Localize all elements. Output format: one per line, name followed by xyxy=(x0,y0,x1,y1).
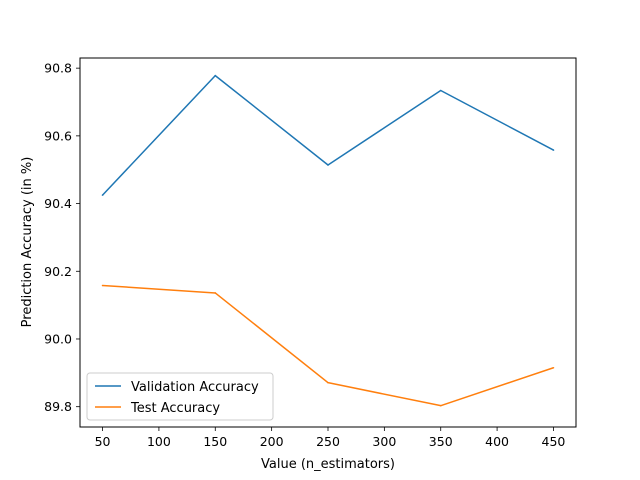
data-point-0-1 xyxy=(214,74,217,77)
data-point-1-2 xyxy=(327,381,329,384)
data-point-0-3 xyxy=(439,89,442,92)
y-tick-label: 90.8 xyxy=(44,61,72,76)
y-tick-label: 90.6 xyxy=(44,128,72,143)
x-tick-label: 300 xyxy=(372,434,396,449)
x-tick-label: 350 xyxy=(429,434,453,449)
x-tick-label: 50 xyxy=(95,434,111,449)
y-tick-label: 89.8 xyxy=(44,399,72,414)
x-tick-label: 150 xyxy=(203,434,227,449)
data-point-0-2 xyxy=(327,164,329,166)
data-point-1-3 xyxy=(439,404,442,407)
x-tick-label: 400 xyxy=(485,434,509,449)
data-point-1-1 xyxy=(214,292,217,294)
y-tick-label: 90.4 xyxy=(44,196,72,211)
legend-label-test: Test Accuracy xyxy=(130,401,220,416)
x-axis-ticks: 50 100 150 200 250 300 350 400 450 xyxy=(95,427,566,449)
data-point-1-4 xyxy=(552,366,555,369)
data-point-1-0 xyxy=(101,284,104,287)
x-tick-label: 250 xyxy=(316,434,340,449)
x-tick-label: 450 xyxy=(542,434,566,449)
series-layer xyxy=(101,74,555,407)
x-tick-label: 100 xyxy=(147,434,171,449)
data-point-0-0 xyxy=(101,194,104,196)
data-point-0-4 xyxy=(552,149,555,151)
legend-label-validation: Validation Accuracy xyxy=(131,380,259,395)
legend-box xyxy=(86,372,274,421)
y-tick-label: 90.0 xyxy=(44,331,72,346)
y-tick-label: 90.2 xyxy=(44,264,72,279)
x-tick-label: 200 xyxy=(260,434,284,449)
legend: Validation Accuracy Test Accuracy xyxy=(86,372,274,421)
plot-background xyxy=(80,58,576,427)
y-axis-title: Prediction Accuracy (in %) xyxy=(20,157,35,328)
y-axis-ticks: 89.8 90.0 90.2 90.4 90.6 90.8 xyxy=(44,61,80,414)
x-axis-title: Value (n_estimators) xyxy=(261,457,395,472)
